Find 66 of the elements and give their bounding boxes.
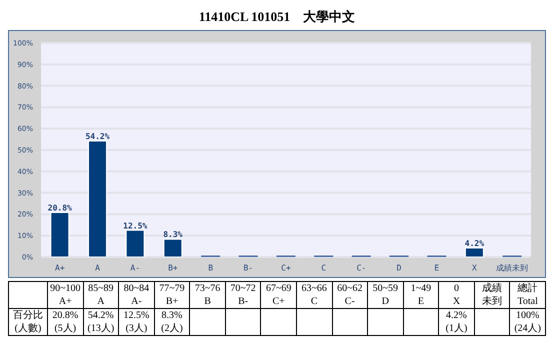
chart-title: 11410CL 101051 大學中文 — [198, 8, 356, 26]
bar — [50, 212, 70, 257]
text: A- — [130, 295, 143, 308]
text: X — [452, 295, 462, 308]
text: Total — [516, 295, 539, 308]
x-tick-label: D — [396, 264, 402, 273]
text: E — [416, 295, 425, 308]
x-tick-label: B- — [243, 264, 254, 273]
bar — [163, 238, 182, 257]
text: 67~69 — [264, 282, 292, 295]
x-tick-label: A — [95, 264, 100, 273]
text: 百分比 — [12, 309, 44, 322]
data-label: 12.5% — [122, 309, 150, 322]
text: 90~100 — [49, 282, 82, 295]
text: 50~59 — [372, 282, 400, 295]
text: 60~62 — [336, 282, 364, 295]
text: (3人) — [124, 322, 148, 335]
text: A — [96, 295, 106, 308]
text: 總計 — [516, 282, 539, 295]
data-label: 20.8% — [51, 309, 80, 322]
text: B- — [237, 295, 250, 308]
data-label: 54.2% — [86, 309, 115, 322]
text: 54.2% — [85, 132, 110, 142]
text: D — [380, 295, 390, 308]
text: (13人) — [86, 322, 116, 335]
text: 85~89 — [87, 282, 115, 295]
text: 77~79 — [158, 282, 186, 295]
text: 未到 — [481, 295, 504, 308]
bar — [88, 140, 107, 257]
text: 100% — [514, 309, 540, 322]
x-tick-label: A- — [130, 264, 140, 273]
text: 73~76 — [194, 282, 222, 295]
text: 成績 — [481, 282, 504, 295]
text: 0 — [452, 282, 460, 295]
text: B — [203, 295, 212, 308]
bar — [464, 248, 484, 257]
text: 20.8% — [48, 203, 72, 212]
text: (5人) — [53, 322, 78, 335]
text: C — [310, 295, 319, 308]
text: 8.3% — [163, 230, 183, 240]
x-tick-label: 成績未到 — [496, 264, 528, 273]
x-tick-label: X — [472, 264, 478, 273]
bar — [126, 230, 145, 257]
text: (人數) — [14, 322, 42, 335]
x-tick-label: E — [434, 264, 440, 273]
text: 4.2% — [464, 239, 484, 248]
text: 63~66 — [300, 282, 328, 295]
x-tick-label: C- — [356, 264, 366, 273]
x-tick-label: A+ — [55, 264, 65, 273]
text: (24人) — [513, 322, 542, 335]
x-tick-label: B — [208, 264, 214, 273]
text: 70~72 — [229, 282, 257, 295]
text: B+ — [164, 295, 180, 308]
text: C- — [344, 295, 356, 308]
text: C+ — [272, 295, 286, 308]
text: (2人) — [160, 322, 184, 335]
text: A+ — [58, 295, 73, 308]
text: 80~84 — [122, 282, 150, 295]
text: 1~49 — [410, 282, 432, 295]
text: (1人) — [444, 322, 468, 335]
data-label: 8.3% — [160, 309, 184, 322]
x-tick-label: B+ — [168, 264, 178, 273]
text: 12.5% — [123, 221, 148, 230]
x-tick-label: C+ — [281, 264, 291, 273]
x-tick-label: C — [321, 264, 326, 273]
data-label: 4.2% — [445, 309, 468, 322]
